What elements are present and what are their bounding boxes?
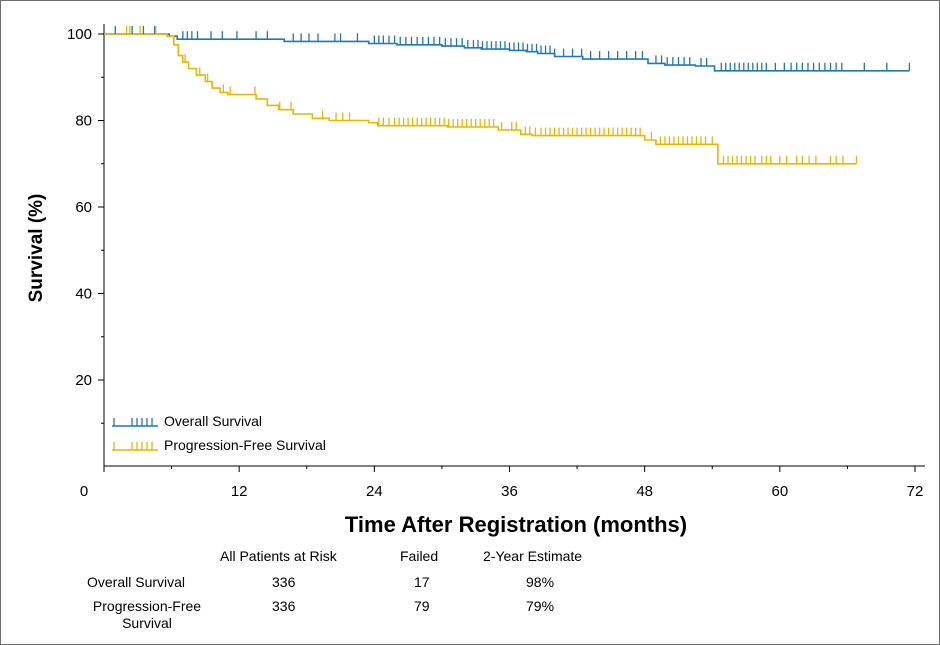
x-tick-label: 60 (771, 483, 788, 500)
risk-row-os-label: Overall Survival (87, 574, 186, 590)
survival-chart: 20 40 60 80 100 0 12 24 36 48 60 72 Overall Surviva… (26, 24, 925, 537)
y-tick-label: 20 (75, 372, 92, 389)
risk-header-estimate: 2-Year Estimate (483, 548, 583, 564)
risk-row-pfs-label-line2: Survival (122, 615, 172, 631)
curve-overall-survival (104, 33, 910, 72)
risk-header-at-risk: All Patients at Risk (220, 548, 337, 564)
risk-row-pfs-at-risk: 336 (272, 598, 296, 614)
x-tick-label: 36 (501, 483, 518, 500)
curve-progression-free-survival (104, 33, 857, 165)
risk-row-pfs-label: Progression-Free Survival (76, 598, 218, 632)
risk-row-os-estimate: 98% (526, 574, 555, 590)
x-tick-label: 12 (231, 483, 248, 500)
risk-row-os-at-risk: 336 (272, 574, 296, 590)
censor-marks (114, 26, 911, 164)
risk-row-pfs-failed: 79 (414, 598, 430, 614)
x-axis-title: Time After Registration (months) (345, 512, 687, 537)
risk-row-os-failed: 17 (414, 574, 430, 590)
y-tick-label: 100 (67, 26, 92, 43)
axis-ticks: 20 40 60 80 100 0 12 24 36 48 60 72 (67, 26, 923, 500)
risk-row-pfs-estimate: 79% (526, 598, 555, 614)
risk-header-failed: Failed (400, 548, 439, 564)
legend-label: Overall Survival (164, 413, 262, 429)
legend-label: Progression-Free Survival (164, 437, 326, 453)
x-tick-label: 0 (80, 483, 88, 500)
y-tick-label: 60 (75, 199, 92, 216)
survival-curves (104, 33, 910, 165)
axes (103, 24, 925, 467)
x-tick-label: 24 (366, 483, 383, 500)
x-tick-label: 72 (907, 483, 924, 500)
risk-row-pfs-label-line1: Progression-Free (92, 598, 202, 614)
risk-table: All Patients at Risk Failed 2-Year Estim… (0, 542, 700, 642)
legend: Overall Survival Progression-Free Surviva… (112, 413, 326, 453)
x-tick-label: 48 (636, 483, 653, 500)
y-tick-label: 40 (75, 286, 92, 303)
y-axis-title: Survival (%) (26, 194, 47, 303)
y-tick-label: 80 (75, 113, 92, 130)
